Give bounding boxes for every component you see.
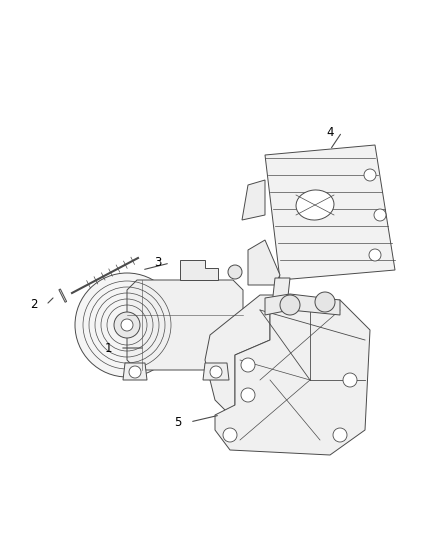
Circle shape — [223, 428, 237, 442]
Circle shape — [364, 169, 376, 181]
Polygon shape — [127, 280, 243, 370]
Polygon shape — [123, 363, 147, 380]
Circle shape — [374, 209, 386, 221]
Circle shape — [210, 366, 222, 378]
Text: 3: 3 — [154, 256, 162, 270]
Text: 5: 5 — [174, 416, 182, 429]
Polygon shape — [205, 295, 290, 415]
Circle shape — [121, 319, 133, 331]
Polygon shape — [242, 180, 265, 220]
Polygon shape — [265, 145, 395, 280]
Polygon shape — [248, 240, 280, 285]
Circle shape — [129, 366, 141, 378]
Text: 4: 4 — [326, 125, 334, 139]
Circle shape — [343, 373, 357, 387]
Circle shape — [114, 312, 140, 338]
Polygon shape — [265, 294, 340, 315]
Polygon shape — [272, 278, 290, 305]
Polygon shape — [203, 363, 229, 380]
Circle shape — [315, 292, 335, 312]
Circle shape — [75, 273, 179, 377]
Polygon shape — [59, 289, 67, 302]
Circle shape — [228, 265, 242, 279]
Circle shape — [241, 388, 255, 402]
Ellipse shape — [296, 190, 334, 220]
Polygon shape — [215, 300, 370, 455]
Circle shape — [241, 358, 255, 372]
Circle shape — [333, 428, 347, 442]
Text: 2: 2 — [30, 298, 38, 311]
Polygon shape — [180, 260, 218, 280]
Circle shape — [369, 249, 381, 261]
Text: 1: 1 — [104, 342, 112, 354]
Circle shape — [280, 295, 300, 315]
